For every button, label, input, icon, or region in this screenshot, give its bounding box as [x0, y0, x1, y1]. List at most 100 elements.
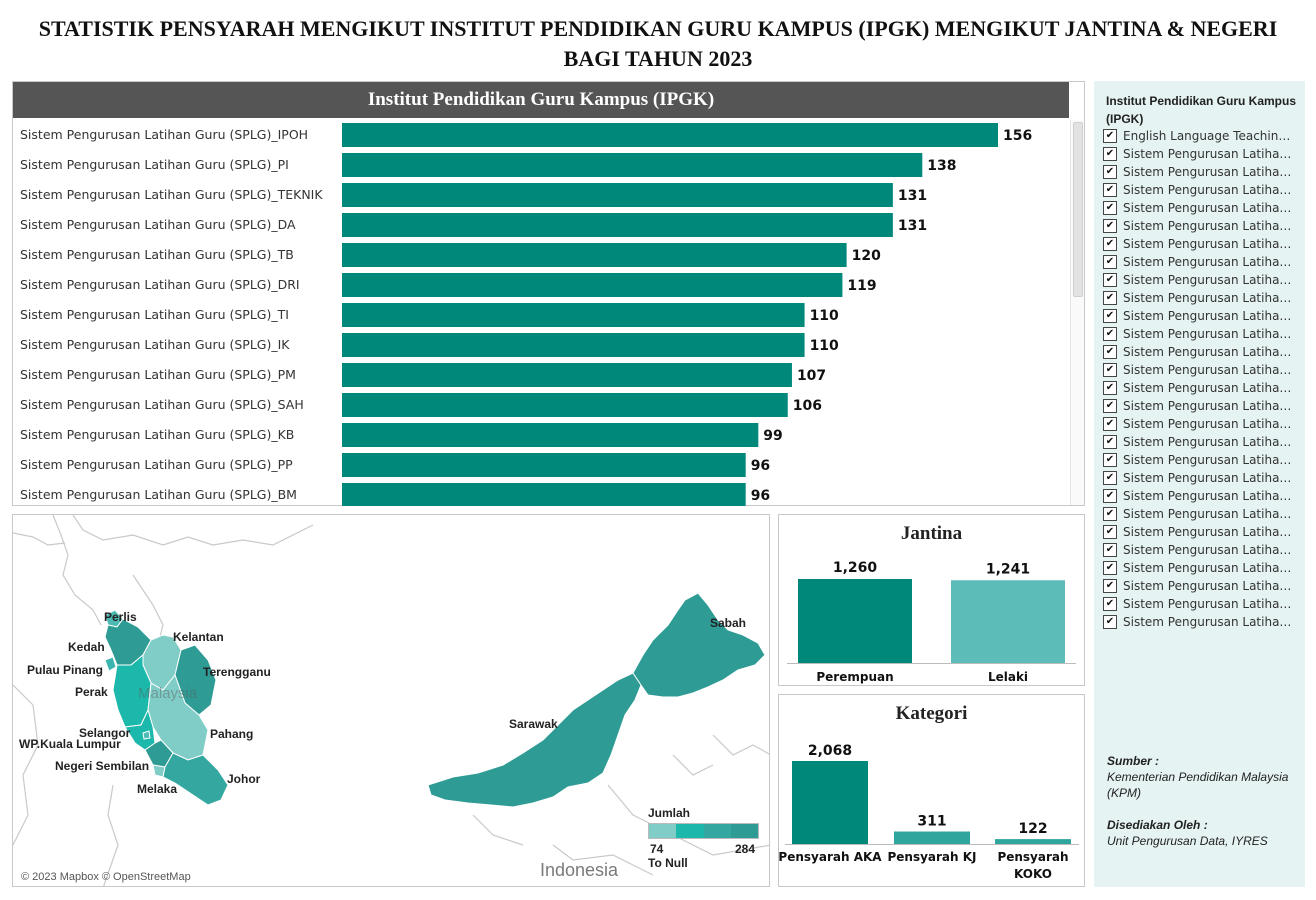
ipgk-bar[interactable]	[342, 453, 746, 477]
filter-item[interactable]: ✔ Sistem Pengurusan Latihan Guru	[1103, 271, 1303, 289]
filter-item[interactable]: ✔ Sistem Pengurusan Latihan Guru	[1103, 163, 1303, 181]
checkbox-checked-icon[interactable]: ✔	[1103, 165, 1117, 179]
filter-item[interactable]: ✔ Sistem Pengurusan Latihan Guru	[1103, 415, 1303, 433]
filter-item-label: Sistem Pengurusan Latihan Guru	[1123, 201, 1295, 215]
checkbox-checked-icon[interactable]: ✔	[1103, 507, 1117, 521]
checkbox-checked-icon[interactable]: ✔	[1103, 237, 1117, 251]
ipgk-bar[interactable]	[342, 183, 893, 207]
ipgk-bar[interactable]	[342, 393, 788, 417]
filter-item[interactable]: ✔ Sistem Pengurusan Latihan Guru	[1103, 289, 1303, 307]
ipgk-bar[interactable]	[342, 303, 805, 327]
filter-item[interactable]: ✔ Sistem Pengurusan Latihan Guru	[1103, 199, 1303, 217]
ipgk-bar[interactable]	[342, 213, 893, 237]
checkbox-checked-icon[interactable]: ✔	[1103, 147, 1117, 161]
ipgk-bar[interactable]	[342, 363, 792, 387]
filter-item[interactable]: ✔ Sistem Pengurusan Latihan Guru	[1103, 523, 1303, 541]
filter-item[interactable]: ✔ Sistem Pengurusan Latihan Guru	[1103, 253, 1303, 271]
filter-item[interactable]: ✔ Sistem Pengurusan Latihan Guru	[1103, 433, 1303, 451]
checkbox-checked-icon[interactable]: ✔	[1103, 345, 1117, 359]
peninsular-states[interactable]	[104, 609, 229, 806]
filter-item[interactable]: ✔ Sistem Pengurusan Latihan Guru	[1103, 505, 1303, 523]
checkbox-checked-icon[interactable]: ✔	[1103, 183, 1117, 197]
filter-item[interactable]: ✔ Sistem Pengurusan Latihan Guru	[1103, 559, 1303, 577]
ipgk-bar[interactable]	[342, 423, 759, 447]
map-label-terengganu: Terengganu	[203, 665, 271, 679]
filter-item[interactable]: ✔ Sistem Pengurusan Latihan Guru	[1103, 397, 1303, 415]
checkbox-checked-icon[interactable]: ✔	[1103, 399, 1117, 413]
checkbox-checked-icon[interactable]: ✔	[1103, 543, 1117, 557]
ipgk-bar[interactable]	[342, 483, 746, 506]
filter-item[interactable]: ✔ Sistem Pengurusan Latihan Guru	[1103, 541, 1303, 559]
filter-item[interactable]: ✔ Sistem Pengurusan Latihan Guru	[1103, 469, 1303, 487]
filter-item[interactable]: ✔ Sistem Pengurusan Latihan Guru	[1103, 235, 1303, 253]
checkbox-checked-icon[interactable]: ✔	[1103, 219, 1117, 233]
filter-item[interactable]: ✔ Sistem Pengurusan Latihan Guru	[1103, 577, 1303, 595]
checkbox-checked-icon[interactable]: ✔	[1103, 201, 1117, 215]
ipgk-bar[interactable]	[342, 153, 923, 177]
ipgk-bar[interactable]	[342, 123, 998, 147]
checkbox-checked-icon[interactable]: ✔	[1103, 615, 1117, 629]
checkbox-checked-icon[interactable]: ✔	[1103, 381, 1117, 395]
title-line-1: STATISTIK PENSYARAH MENGIKUT INSTITUT PE…	[38, 16, 1278, 41]
state-map-panel[interactable]: Perlis Kedah Kelantan Pulau Pinang Teren…	[12, 514, 770, 887]
jantina-bar[interactable]	[798, 579, 912, 663]
ipgk-bar[interactable]	[342, 333, 805, 357]
map-attribution[interactable]: © 2023 Mapbox © OpenStreetMap	[21, 871, 191, 883]
ipgk-scrollbar-thumb[interactable]	[1073, 122, 1083, 297]
checkbox-checked-icon[interactable]: ✔	[1103, 417, 1117, 431]
filter-item[interactable]: ✔ Sistem Pengurusan Latihan Guru	[1103, 307, 1303, 325]
ipgk-bar-chart-panel: Institut Pendidikan Guru Kampus (IPGK) S…	[12, 81, 1085, 506]
filter-item[interactable]: ✔ Sistem Pengurusan Latihan Guru	[1103, 325, 1303, 343]
map-johor[interactable]	[162, 752, 229, 806]
kategori-bar[interactable]	[894, 831, 970, 844]
filter-item[interactable]: ✔ Sistem Pengurusan Latihan Guru	[1103, 451, 1303, 469]
checkbox-checked-icon[interactable]: ✔	[1103, 273, 1117, 287]
filter-item[interactable]: ✔ Sistem Pengurusan Latihan Guru	[1103, 613, 1303, 631]
filter-item[interactable]: ✔ Sistem Pengurusan Latihan Guru	[1103, 343, 1303, 361]
ipgk-bar[interactable]	[342, 243, 847, 267]
map-label-sabah: Sabah	[710, 616, 747, 630]
checkbox-checked-icon[interactable]: ✔	[1103, 525, 1117, 539]
kategori-bar[interactable]	[792, 761, 868, 844]
checkbox-checked-icon[interactable]: ✔	[1103, 489, 1117, 503]
checkbox-checked-icon[interactable]: ✔	[1103, 291, 1117, 305]
ipgk-bar[interactable]	[342, 273, 843, 297]
filter-item[interactable]: ✔ Sistem Pengurusan Latihan Guru	[1103, 145, 1303, 163]
filter-item[interactable]: ✔ Sistem Pengurusan Latihan Guru	[1103, 379, 1303, 397]
checkbox-checked-icon[interactable]: ✔	[1103, 327, 1117, 341]
filter-item[interactable]: ✔ Sistem Pengurusan Latihan Guru	[1103, 361, 1303, 379]
checkbox-checked-icon[interactable]: ✔	[1103, 363, 1117, 377]
checkbox-checked-icon[interactable]: ✔	[1103, 471, 1117, 485]
malaysia-map[interactable]	[13, 515, 770, 887]
map-sarawak[interactable]	[427, 672, 642, 808]
borneo-states[interactable]	[427, 592, 766, 808]
prepared-label: Disediakan Oleh :	[1107, 818, 1208, 832]
map-label-sarawak: Sarawak	[509, 717, 558, 731]
checkbox-checked-icon[interactable]: ✔	[1103, 435, 1117, 449]
map-kuala-lumpur[interactable]	[142, 730, 151, 740]
filter-item[interactable]: ✔ Sistem Pengurusan Latihan Guru	[1103, 487, 1303, 505]
map-sabah[interactable]	[632, 592, 766, 698]
ipgk-bar-value: 131	[898, 218, 927, 234]
jantina-bar[interactable]	[951, 580, 1065, 663]
checkbox-checked-icon[interactable]: ✔	[1103, 561, 1117, 575]
filter-item[interactable]: ✔ English Language Teaching Centre	[1103, 127, 1303, 145]
map-label-malaysia: Malaysia	[138, 685, 198, 702]
filter-item[interactable]: ✔ Sistem Pengurusan Latihan Guru	[1103, 181, 1303, 199]
ipgk-bar-value: 119	[847, 278, 876, 294]
checkbox-checked-icon[interactable]: ✔	[1103, 453, 1117, 467]
checkbox-checked-icon[interactable]: ✔	[1103, 579, 1117, 593]
checkbox-checked-icon[interactable]: ✔	[1103, 309, 1117, 323]
filter-item[interactable]: ✔ Sistem Pengurusan Latihan Guru	[1103, 595, 1303, 613]
map-selangor[interactable]	[124, 708, 156, 751]
map-pulau-pinang[interactable]	[104, 656, 117, 672]
map-legend-color-ramp	[648, 823, 759, 839]
checkbox-checked-icon[interactable]: ✔	[1103, 129, 1117, 143]
map-label-pahang: Pahang	[210, 727, 254, 741]
checkbox-checked-icon[interactable]: ✔	[1103, 597, 1117, 611]
kategori-bar[interactable]	[995, 839, 1071, 844]
checkbox-checked-icon[interactable]: ✔	[1103, 255, 1117, 269]
filter-item[interactable]: ✔ Sistem Pengurusan Latihan Guru	[1103, 217, 1303, 235]
ipgk-scrollbar[interactable]	[1070, 120, 1084, 505]
jantina-value: 1,241	[986, 561, 1030, 577]
